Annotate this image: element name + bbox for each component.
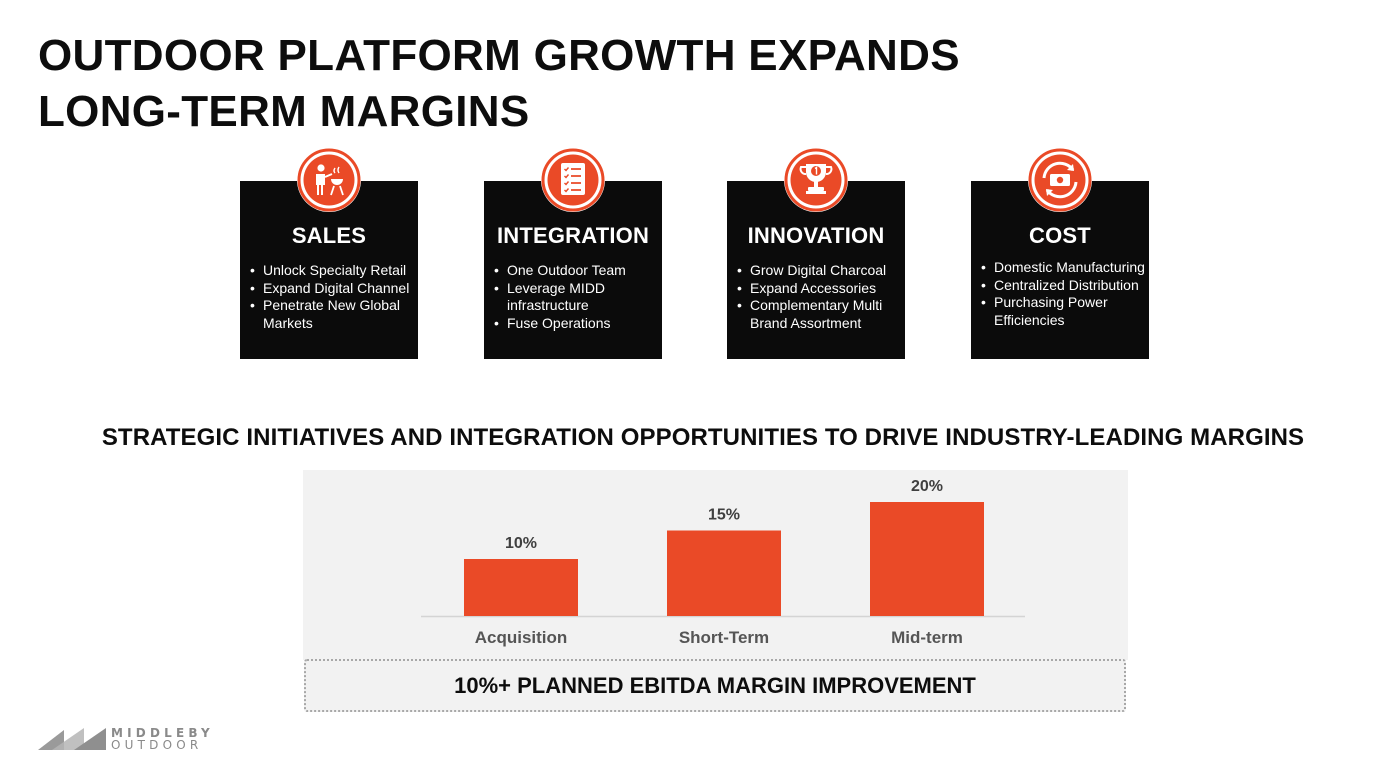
card-bullet: Fuse Operations (494, 315, 660, 333)
bar-mid-term (870, 502, 984, 616)
card-bullet: Grow Digital Charcoal (737, 262, 903, 280)
logo-text-line-1: MIDDLEBY (111, 726, 214, 740)
trophy-icon (784, 148, 848, 212)
money-cycle-icon (1028, 148, 1092, 212)
grill-icon (297, 148, 361, 212)
section-subtitle: STRATEGIC INITIATIVES AND INTEGRATION OP… (101, 424, 1305, 451)
data-label: 10% (505, 535, 537, 552)
card-bullet: Unlock Specialty Retail (250, 262, 416, 280)
logo-mark-icon (38, 728, 106, 750)
bar-chart: 10% Acquisition 15% Short-Term 20% Mid-term (421, 478, 1025, 647)
bar-acquisition (464, 559, 578, 616)
logo-text-line-2: OUTDOOR (111, 738, 203, 752)
middleby-outdoor-logo: MIDDLEBY OUTDOOR (38, 726, 228, 752)
card-bullets: One Outdoor Team Leverage MIDDinfrastruc… (494, 262, 660, 332)
card-bullets: Unlock Specialty Retail Expand Digital C… (250, 262, 416, 332)
card-title: SALES (291, 223, 367, 248)
card-title: INNOVATION (747, 223, 885, 248)
card-bullet: Expand Accessories (737, 280, 903, 298)
card-bullets: Domestic Manufacturing Centralized Distr… (981, 259, 1147, 329)
data-label: 15% (708, 507, 740, 524)
page-title-line-2: LONG-TERM MARGINS (38, 87, 530, 136)
card-bullet: Domestic Manufacturing (981, 259, 1147, 277)
card-bullet: One Outdoor Team (494, 262, 660, 280)
card-innovation: INNOVATION Grow Digital Charcoal Expand … (727, 148, 905, 359)
ebitda-callout: 10%+ PLANNED EBITDA MARGIN IMPROVEMENT (304, 659, 1126, 712)
category-tick-label: Mid-term (891, 628, 963, 647)
card-cost: COST Domestic Manufacturing Centralized … (971, 148, 1149, 359)
bar-short-term (667, 530, 781, 616)
category-tick-label: Short-Term (679, 628, 769, 647)
bar-chart-panel: 10% Acquisition 15% Short-Term 20% Mid-term (303, 470, 1128, 660)
data-label: 20% (911, 478, 943, 495)
card-integration: INTEGRATION One Outdoor Team Leverage MI… (484, 148, 662, 359)
card-title: INTEGRATION (496, 223, 650, 248)
card-bullet: Expand Digital Channel (250, 280, 416, 298)
page-title: OUTDOOR PLATFORM GROWTH EXPANDS LONG-TER… (38, 28, 960, 140)
checklist-icon (541, 148, 605, 212)
card-bullet: Centralized Distribution (981, 277, 1147, 295)
page-title-line-1: OUTDOOR PLATFORM GROWTH EXPANDS (38, 31, 960, 80)
category-tick-label: Acquisition (475, 628, 568, 647)
card-title: COST (1029, 223, 1091, 248)
card-sales: SALES Unlock Specialty Retail Expand Dig… (240, 148, 418, 359)
card-bullets: Grow Digital Charcoal Expand Accessories… (737, 262, 903, 332)
